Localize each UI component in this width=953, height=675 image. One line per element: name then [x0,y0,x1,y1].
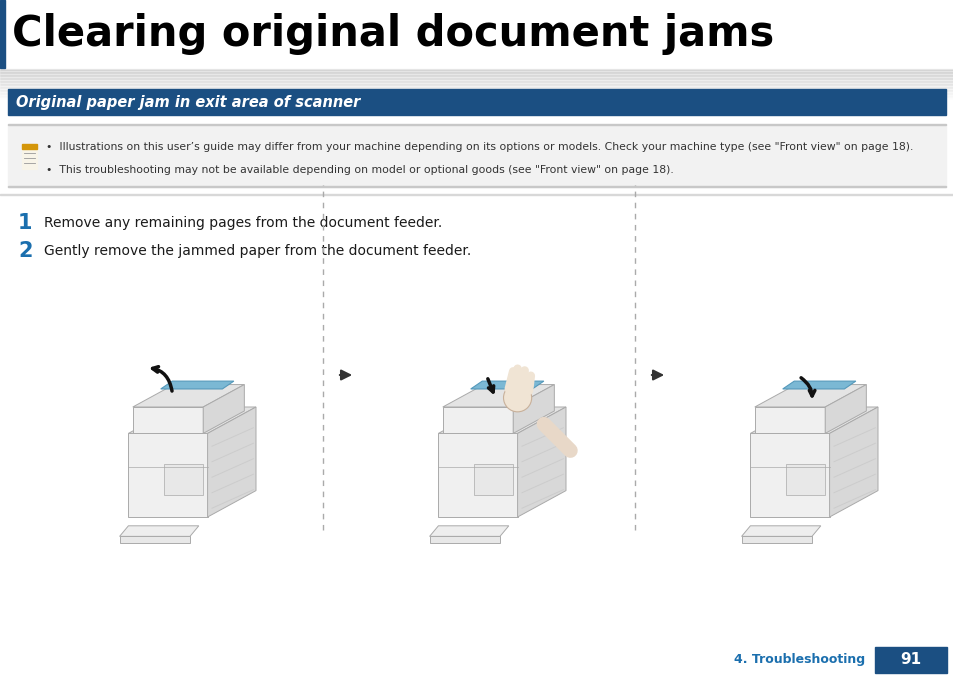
Text: •  This troubleshooting may not be available depending on model or optional good: • This troubleshooting may not be availa… [46,165,673,175]
Bar [0,76,953,78]
Text: •  Illustrations on this user’s guide may differ from your machine depending on : • Illustrations on this user’s guide may… [46,142,912,152]
Polygon shape [754,385,865,407]
Bar [0,80,953,82]
Polygon shape [781,381,855,389]
Polygon shape [132,385,244,407]
Bar [8,124,945,125]
Polygon shape [750,433,829,517]
Bar [0,88,953,90]
Bar [0,74,953,76]
Polygon shape [740,537,811,543]
Polygon shape [750,407,877,433]
Polygon shape [829,407,877,517]
Polygon shape [129,407,255,433]
Bar [0,82,953,84]
Bar [0,95,953,97]
Bar [0,79,953,80]
Polygon shape [208,407,255,517]
Bar [0,73,953,74]
Bar [8,186,945,187]
Bar [22,144,37,149]
Bar [0,94,953,95]
Text: Gently remove the jammed paper from the document feeder.: Gently remove the jammed paper from the … [44,244,471,258]
Text: 1: 1 [18,213,32,233]
Text: 91: 91 [900,653,921,668]
Text: Remove any remaining pages from the document feeder.: Remove any remaining pages from the docu… [44,216,442,230]
Bar [8,125,945,187]
Bar [0,84,953,85]
Bar [22,145,37,169]
Polygon shape [203,385,244,433]
Bar [0,90,953,91]
Polygon shape [754,407,824,433]
Bar [0,78,953,79]
Polygon shape [132,407,203,433]
Bar [0,68,953,70]
Polygon shape [119,526,198,537]
Bar [163,464,203,495]
Polygon shape [119,537,190,543]
Bar [0,91,953,92]
Polygon shape [442,407,513,433]
Bar [0,92,953,94]
Polygon shape [740,526,820,537]
Bar [0,86,953,88]
Bar [0,194,953,195]
Polygon shape [429,526,508,537]
Bar [473,464,513,495]
Polygon shape [429,537,499,543]
Bar [784,464,824,495]
Bar [0,0,5,68]
Bar [874,647,946,673]
Polygon shape [824,385,865,433]
Bar [0,70,953,72]
Polygon shape [442,385,554,407]
Bar [0,97,953,99]
Circle shape [503,383,531,412]
Polygon shape [470,381,543,389]
Polygon shape [517,407,565,517]
Polygon shape [129,433,208,517]
Polygon shape [438,433,517,517]
Bar [0,72,953,73]
Text: Original paper jam in exit area of scanner: Original paper jam in exit area of scann… [16,95,360,109]
Bar [0,85,953,86]
Text: 4. Troubleshooting: 4. Troubleshooting [733,653,864,666]
Polygon shape [438,407,565,433]
Text: Clearing original document jams: Clearing original document jams [12,13,774,55]
Polygon shape [513,385,554,433]
Text: 2: 2 [18,241,32,261]
Bar [8,89,945,115]
Polygon shape [160,381,233,389]
